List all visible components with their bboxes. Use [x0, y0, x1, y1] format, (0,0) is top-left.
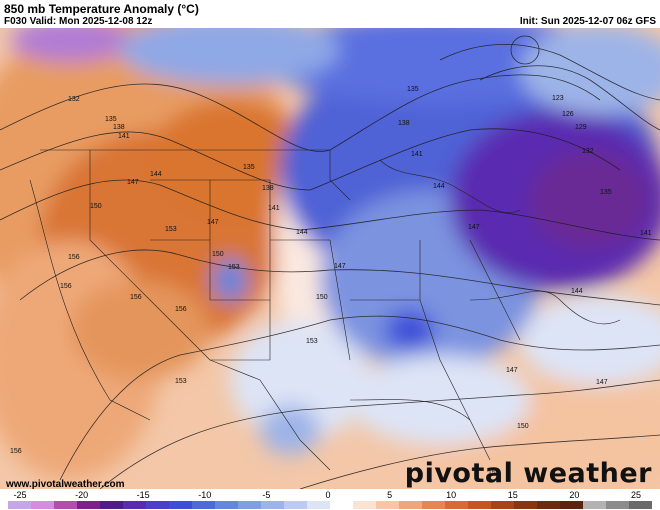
- contour-label: 153: [306, 338, 318, 345]
- legend-swatch: [31, 501, 54, 509]
- legend-swatch: [330, 501, 353, 509]
- contour-label: 150: [90, 203, 102, 210]
- legend-tick-label: 25: [630, 490, 642, 500]
- contour-label: 141: [640, 230, 652, 237]
- legend-tick-label: -10: [198, 490, 212, 500]
- contour-label: 156: [130, 294, 142, 301]
- legend-swatch: [54, 501, 77, 509]
- legend-colorbar: [8, 501, 652, 509]
- height-contours: [0, 35, 660, 489]
- contour-label: 132: [68, 96, 80, 103]
- contour-label: 147: [127, 179, 139, 186]
- contour-label: 147: [506, 367, 518, 374]
- contour-label: 144: [296, 229, 308, 236]
- header: 850 mb Temperature Anomaly (°C) F030 Val…: [0, 0, 660, 28]
- legend-swatch: [399, 501, 422, 509]
- contour-label: 147: [596, 379, 608, 386]
- legend-swatch: [629, 501, 652, 509]
- map-canvas: 1321351381411441471501531471501531561561…: [0, 28, 660, 489]
- map-title: 850 mb Temperature Anomaly (°C): [4, 2, 199, 16]
- contour-label: 150: [212, 251, 224, 258]
- legend-swatch: [77, 501, 100, 509]
- legend-swatch: [123, 501, 146, 509]
- legend-swatch: [100, 501, 123, 509]
- legend-tick-label: -15: [136, 490, 150, 500]
- contour-label: 135: [243, 164, 255, 171]
- color-legend: -25 -20 -15 -10 -5 0 5 10 15 20 25: [0, 489, 660, 510]
- legend-swatch: [307, 501, 330, 509]
- contour-label: 138: [113, 124, 125, 131]
- legend-swatch: [215, 501, 238, 509]
- boundaries: [29, 149, 621, 471]
- contour-label: 153: [228, 264, 240, 271]
- legend-tick-label: 10: [446, 490, 457, 500]
- legend-tick-label: -5: [262, 490, 271, 500]
- contour-label: 135: [407, 86, 419, 93]
- contour-label: 141: [268, 205, 280, 212]
- legend-swatch: [261, 501, 284, 509]
- legend-swatch: [445, 501, 468, 509]
- legend-swatch: [468, 501, 491, 509]
- contour-label: 141: [118, 133, 130, 140]
- legend-swatch: [537, 501, 560, 509]
- contour-label: 147: [468, 224, 480, 231]
- legend-swatch: [238, 501, 261, 509]
- contour-label: 135: [105, 116, 117, 123]
- legend-swatch: [422, 501, 445, 509]
- legend-swatch: [169, 501, 192, 509]
- contour-label: 141: [411, 151, 423, 158]
- contour-label: 156: [60, 283, 72, 290]
- contour-label: 147: [334, 263, 346, 270]
- contour-label: 147: [207, 219, 219, 226]
- contour-label: 150: [316, 294, 328, 301]
- weather-map[interactable]: 132 135 138 141 144 147 150 153 147 150 153 156 156 1…: [0, 28, 660, 489]
- legend-tick-label: 20: [569, 490, 580, 500]
- contour-label: 150: [517, 423, 529, 430]
- contour-label: 132: [582, 148, 594, 155]
- legend-swatch: [353, 501, 376, 509]
- init-time: Init: Sun 2025-12-07 06z GFS: [519, 16, 656, 27]
- contour-label: 138: [398, 120, 410, 127]
- anomaly-field: [0, 28, 660, 489]
- contour-label: 153: [488, 470, 500, 477]
- contour-label: 126: [562, 111, 574, 118]
- contour-label: 138: [262, 185, 274, 192]
- contour-label: 144: [571, 288, 583, 295]
- legend-swatch: [284, 501, 307, 509]
- legend-swatch: [560, 501, 583, 509]
- contour-label: 123: [552, 95, 564, 102]
- legend-tick-label: 5: [387, 490, 393, 500]
- legend-swatch: [192, 501, 215, 509]
- contour-label: 153: [175, 378, 187, 385]
- source-url: www.pivotalweather.com: [6, 479, 125, 490]
- contour-label: 156: [175, 306, 187, 313]
- legend-swatch: [514, 501, 537, 509]
- contour-label: 144: [433, 183, 445, 190]
- contour-label: 156: [68, 254, 80, 261]
- legend-swatch: [146, 501, 169, 509]
- valid-time: F030 Valid: Mon 2025-12-08 12z: [4, 16, 153, 27]
- contour-label: 129: [575, 124, 587, 131]
- legend-swatch: [583, 501, 606, 509]
- contour-label: 144: [150, 171, 162, 178]
- legend-swatch: [606, 501, 629, 509]
- legend-tick-label: 0: [325, 490, 331, 500]
- legend-swatch: [376, 501, 399, 509]
- legend-tick-label: -25: [13, 490, 27, 500]
- legend-tick-label: 15: [507, 490, 518, 500]
- legend-swatch: [491, 501, 514, 509]
- contour-label: 135: [600, 189, 612, 196]
- contour-label: 156: [10, 448, 22, 455]
- legend-swatch: [8, 501, 31, 509]
- contour-labels: 1321351381411441471501531471501531561561…: [10, 86, 652, 477]
- contour-label: 153: [165, 226, 177, 233]
- legend-tick-label: -20: [75, 490, 89, 500]
- brand-logo: pivotal weather: [404, 458, 652, 489]
